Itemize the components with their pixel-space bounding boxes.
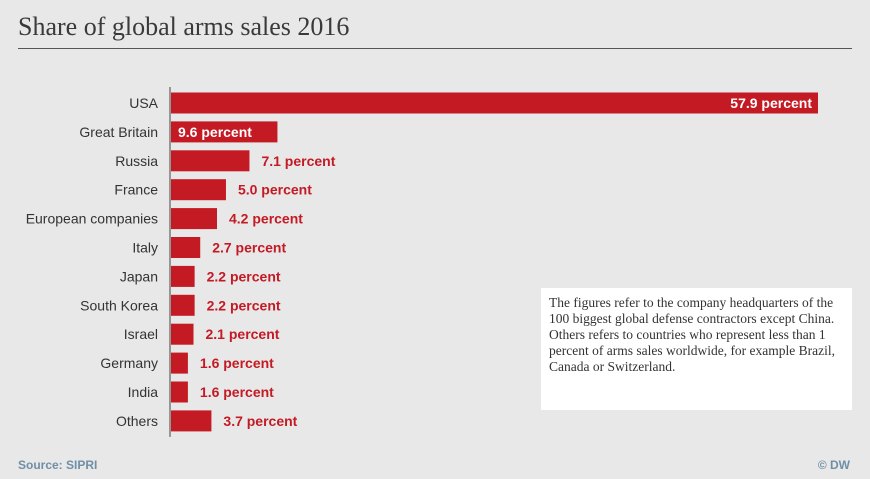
value-label: 1.6 percent — [200, 384, 274, 400]
bar — [171, 323, 194, 345]
bar — [171, 121, 278, 143]
value-label: 2.7 percent — [212, 240, 286, 256]
category-label: Italy — [132, 240, 158, 256]
value-label: 2.2 percent — [207, 268, 281, 284]
value-label: 57.9 percent — [730, 95, 812, 111]
value-label: 9.6 percent — [178, 124, 252, 140]
bar — [171, 294, 195, 316]
bar — [171, 179, 226, 201]
value-label: 2.2 percent — [207, 297, 281, 313]
footnote-box: The figures refer to the company headqua… — [541, 288, 852, 410]
bar — [171, 150, 250, 172]
category-label: South Korea — [80, 297, 158, 313]
value-label: 2.1 percent — [206, 326, 280, 342]
bar — [171, 237, 201, 258]
category-label: India — [128, 384, 159, 400]
category-label: Others — [116, 413, 158, 429]
bar — [171, 410, 212, 432]
category-label: Germany — [100, 355, 158, 371]
value-label: 4.2 percent — [229, 211, 303, 227]
value-label: 1.6 percent — [200, 355, 274, 371]
bar — [171, 265, 195, 287]
value-label: 3.7 percent — [223, 413, 297, 429]
chart-title: Share of global arms sales 2016 — [18, 12, 350, 41]
category-label: USA — [129, 95, 158, 111]
category-label: Russia — [115, 153, 158, 169]
bar — [171, 92, 818, 114]
bar — [171, 381, 188, 403]
bar — [171, 352, 188, 374]
title-divider — [18, 48, 852, 49]
credit-label: © DW — [817, 458, 850, 472]
bar — [171, 208, 218, 230]
category-label: Israel — [124, 326, 158, 342]
value-label: 5.0 percent — [238, 182, 312, 198]
value-label: 7.1 percent — [261, 153, 335, 169]
category-label: Great Britain — [79, 124, 158, 140]
source-label: Source: SIPRI — [18, 458, 98, 472]
category-label: France — [114, 182, 158, 198]
category-label: European companies — [26, 211, 158, 227]
category-label: Japan — [120, 268, 158, 284]
